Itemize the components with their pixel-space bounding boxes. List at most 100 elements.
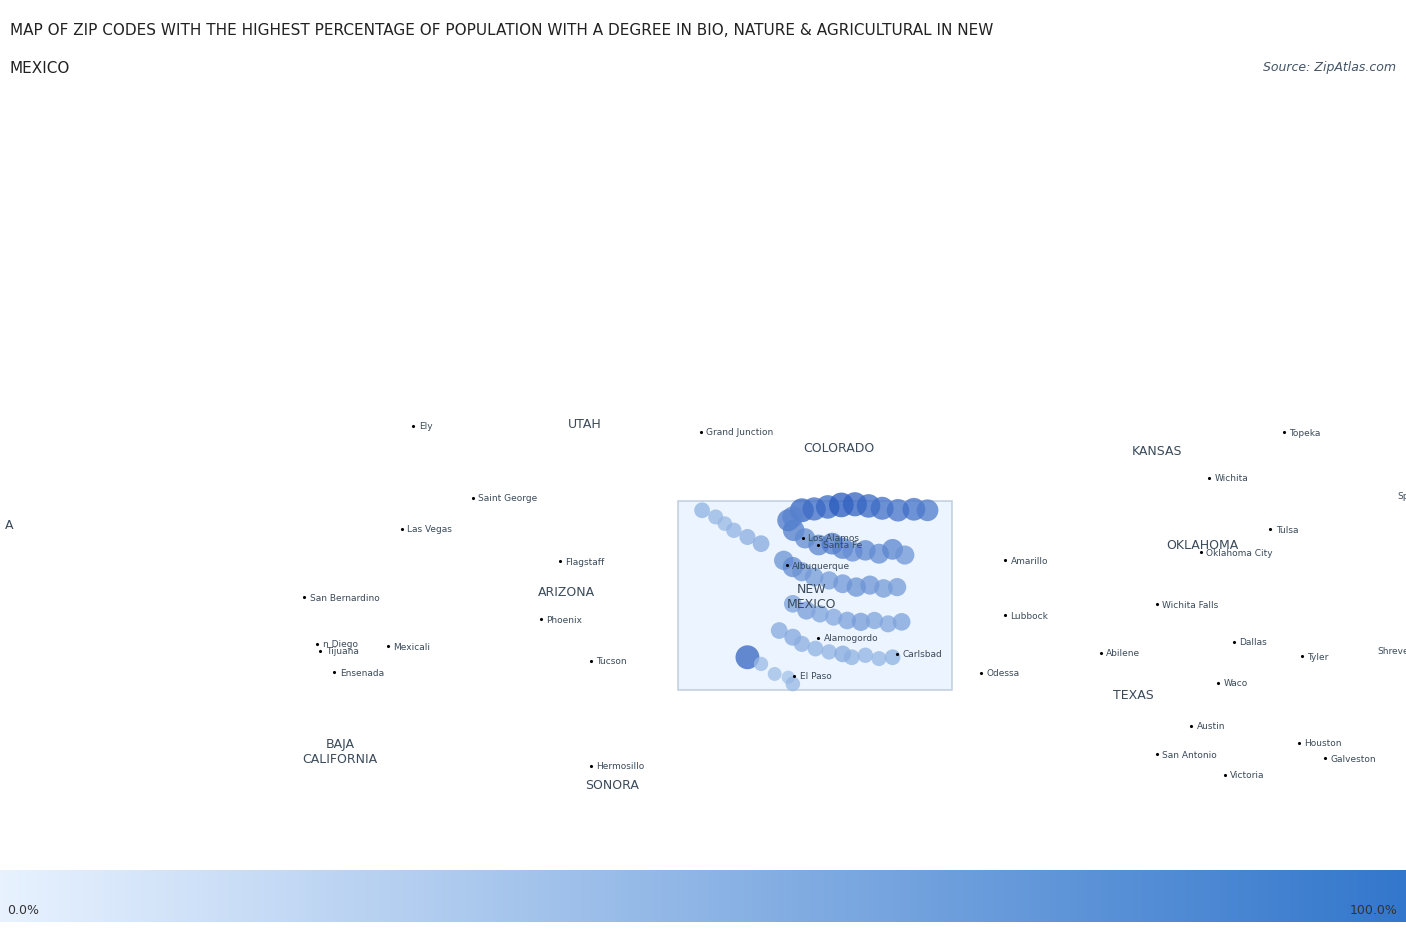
Point [886,580,908,595]
Text: NEW
MEXICO: NEW MEXICO [787,582,837,610]
Text: San Antonio: San Antonio [1163,750,1218,759]
Point [737,530,759,545]
Point [872,581,894,596]
Text: Albuquerque: Albuquerque [793,561,851,570]
Text: ARIZONA: ARIZONA [538,585,596,598]
Text: Odessa: Odessa [987,668,1019,678]
Text: Alamogordo: Alamogordo [824,634,879,643]
Point [868,651,890,666]
Text: Grand Junction: Grand Junction [706,428,773,437]
Point [868,547,890,562]
Point [749,657,772,672]
Point [782,560,804,575]
Text: Hermosillo: Hermosillo [596,762,645,770]
Point [723,523,745,538]
Text: BAJA
CALIFORNIA: BAJA CALIFORNIA [302,738,378,766]
Text: Topeka: Topeka [1289,428,1320,437]
Point [890,615,912,630]
Text: OKLAHOMA: OKLAHOMA [1166,538,1239,551]
Point [831,577,853,592]
Text: Ensenada: Ensenada [340,668,384,677]
Point [853,543,876,558]
Text: Wichita: Wichita [1215,474,1249,483]
Text: Tucson: Tucson [596,656,627,665]
Text: Shreveport: Shreveport [1378,647,1406,655]
Text: Tyler: Tyler [1308,652,1329,661]
Point [713,517,735,532]
Point [803,570,825,585]
Text: Carlsbad: Carlsbad [903,650,942,659]
Text: n Diego: n Diego [323,639,359,649]
Text: Mexicali: Mexicali [394,642,430,651]
Point [818,645,841,660]
Text: Galveston: Galveston [1330,753,1376,763]
Text: San Bernardino: San Bernardino [309,593,380,602]
Text: Flagstaff: Flagstaff [565,557,605,566]
Point [749,536,772,551]
Text: Saint George: Saint George [478,493,537,503]
Point [845,580,868,595]
Point [894,548,917,563]
Point [863,613,886,628]
Point [917,504,939,519]
Text: Amarillo: Amarillo [1011,556,1047,565]
Text: Los Alamos: Los Alamos [808,534,859,543]
Text: Victoria: Victoria [1230,770,1264,780]
Text: Santa Fe: Santa Fe [823,541,862,549]
Point [877,617,900,632]
Point [823,610,845,625]
Point [887,504,910,519]
Text: A: A [4,519,13,532]
Text: Ely: Ely [419,422,432,431]
Point [704,510,727,525]
Point [690,504,713,519]
Point [808,607,831,622]
Text: Abilene: Abilene [1107,649,1140,658]
Point [870,501,893,516]
Point [804,641,827,656]
Point [859,578,882,592]
Text: MAP OF ZIP CODES WITH THE HIGHEST PERCENTAGE OF POPULATION WITH A DEGREE IN BIO,: MAP OF ZIP CODES WITH THE HIGHEST PERCEN… [10,23,993,38]
Point [882,542,904,557]
Text: 100.0%: 100.0% [1350,903,1398,916]
Point [853,648,876,663]
Text: TEXAS: TEXAS [1114,688,1154,701]
Bar [678,502,952,691]
Point [821,536,844,551]
Text: Oklahoma City: Oklahoma City [1206,548,1272,557]
Point [841,545,863,560]
Text: El Paso: El Paso [800,672,831,680]
Point [841,651,863,665]
Point [782,596,804,611]
Text: Las Vegas: Las Vegas [408,524,453,534]
Point [778,670,800,685]
Point [783,523,806,538]
Point [817,500,839,515]
Text: Phoenix: Phoenix [547,615,582,624]
Point [790,504,813,519]
Text: Houston: Houston [1303,739,1341,748]
Point [790,636,813,651]
Text: Waco: Waco [1223,679,1249,688]
Point [903,503,925,518]
Point [763,666,786,681]
Point [782,630,804,645]
Point [831,647,853,662]
Point [768,623,790,638]
Point [844,497,866,512]
Point [849,615,872,630]
Text: Tulsa: Tulsa [1275,525,1298,534]
Point [772,553,794,568]
Text: COLORADO: COLORADO [803,442,875,455]
Point [778,513,800,528]
Point [882,651,904,665]
Text: KANSAS: KANSAS [1132,445,1182,458]
Text: Dallas: Dallas [1239,637,1267,647]
Text: 0.0%: 0.0% [7,903,39,916]
Text: UTAH: UTAH [568,417,602,431]
Point [796,604,818,619]
Point [818,574,841,589]
Point [782,510,804,525]
Text: Austin: Austin [1197,722,1225,730]
Text: Source: ZipAtlas.com: Source: ZipAtlas.com [1263,61,1396,74]
